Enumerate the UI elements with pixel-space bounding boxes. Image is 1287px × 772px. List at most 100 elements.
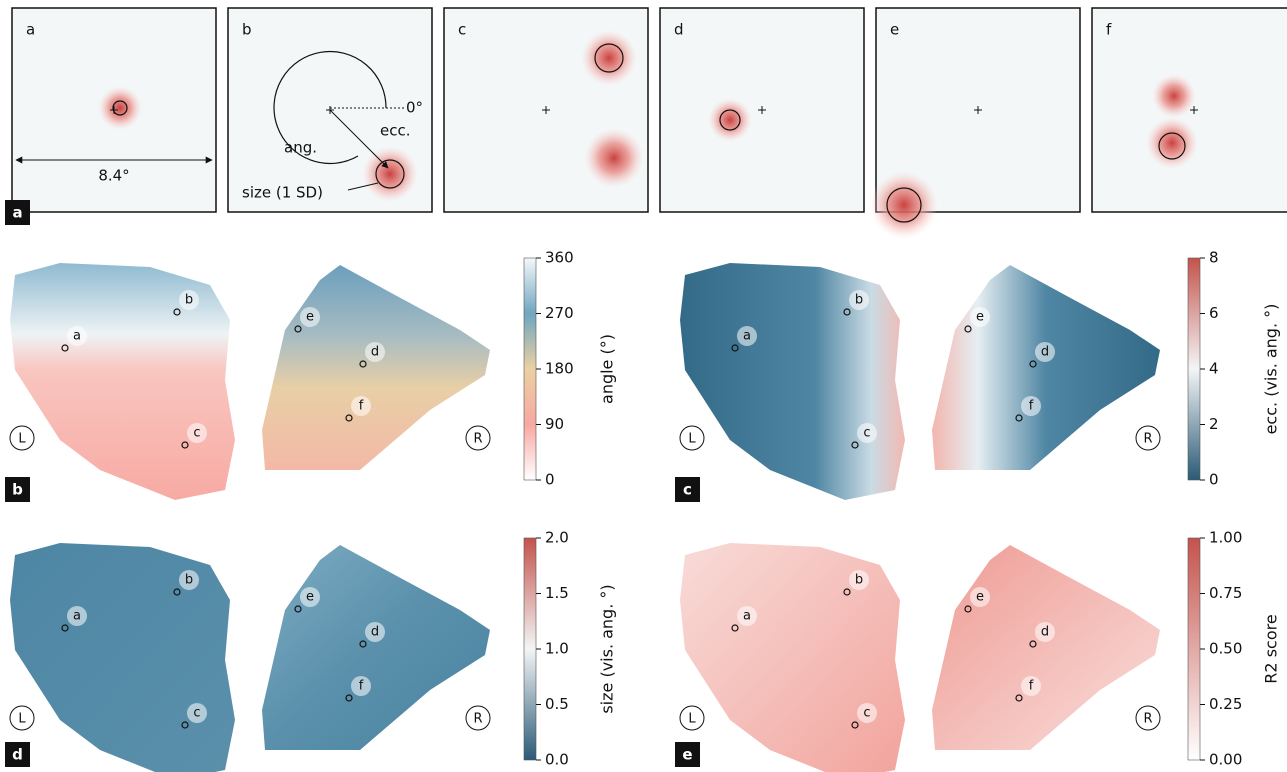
point-label: e xyxy=(976,310,984,325)
point-label: b xyxy=(185,293,193,308)
point-label: f xyxy=(359,399,364,414)
map-panel: a b c d e f L R 0 2 4 6 8 ecc. (vis. ang. °) xyxy=(680,249,1281,501)
panel-badge-label: b xyxy=(12,481,23,499)
rf-panel: f xyxy=(1092,8,1287,212)
colorbar-tick-label: 2 xyxy=(1209,415,1219,433)
left-hemisphere xyxy=(10,263,235,500)
colorbar-tick-label: 1.00 xyxy=(1209,529,1242,547)
hemisphere-label: R xyxy=(473,432,482,447)
colorbar-tick-label: 90 xyxy=(545,415,564,433)
point-label: d xyxy=(371,345,379,360)
colorbar xyxy=(524,258,536,480)
point-label: f xyxy=(1029,399,1034,414)
colorbar-label: angle (°) xyxy=(598,334,617,404)
figure: a 8.4° b 0° ecc. ang. size (1 SD) c d e f a a b c d e f L R… xyxy=(0,0,1287,772)
point-label: a xyxy=(73,329,81,344)
colorbar-tick-label: 180 xyxy=(545,360,574,378)
right-hemisphere xyxy=(932,545,1160,750)
colorbar-tick-label: 0.75 xyxy=(1209,584,1242,602)
rf-panel: b 0° ecc. ang. size (1 SD) xyxy=(228,8,432,212)
colorbar-tick-label: 0.00 xyxy=(1209,751,1242,769)
left-hemisphere xyxy=(680,543,905,772)
rf-panel-label: b xyxy=(242,21,252,39)
zero-label: 0° xyxy=(406,99,423,117)
point-label: f xyxy=(359,679,364,694)
rf-panel: e xyxy=(870,8,1080,239)
rf-blob xyxy=(1152,74,1196,118)
colorbar-label: ecc. (vis. ang. °) xyxy=(1262,304,1281,435)
point-label: d xyxy=(371,625,379,640)
point-label: a xyxy=(743,329,751,344)
rf-panel-label: d xyxy=(674,21,684,39)
colorbar xyxy=(524,538,536,760)
width-label: 8.4° xyxy=(98,167,129,185)
colorbar-tick-label: 1.0 xyxy=(545,640,569,658)
rf-panel-label: e xyxy=(890,21,899,39)
hemisphere-label: L xyxy=(18,712,26,727)
point-label: a xyxy=(743,609,751,624)
right-hemisphere xyxy=(262,545,490,750)
point-label: e xyxy=(976,590,984,605)
colorbar-tick-label: 8 xyxy=(1209,249,1219,267)
colorbar xyxy=(1188,258,1200,480)
point-label: d xyxy=(1041,625,1049,640)
colorbar-tick-label: 0 xyxy=(545,471,555,489)
panel-badge-label: e xyxy=(682,746,692,764)
panel-badge-label: d xyxy=(12,746,23,764)
size-label: size (1 SD) xyxy=(242,184,323,202)
rf-panel: c xyxy=(444,8,648,212)
rf-panel-label: a xyxy=(26,21,35,39)
colorbar-tick-label: 1.5 xyxy=(545,584,569,602)
rf-blob xyxy=(1146,117,1198,169)
map-panel: a b c d e f L R 0.0 0.5 1.0 1.5 2.0 size (vis. ang. °… xyxy=(10,529,617,772)
map-panel: a b c d e f L R 0.00 0.25 0.50 0.75 1.00 R2 score xyxy=(680,529,1281,772)
rf-blob xyxy=(98,86,142,130)
map-panel: abcdefLR090180270360angle (°) xyxy=(10,249,617,501)
point-label: e xyxy=(306,310,314,325)
colorbar-tick-label: 0.50 xyxy=(1209,640,1242,658)
hemisphere-label: L xyxy=(18,432,26,447)
panel-badge-label: c xyxy=(683,481,692,499)
point-label: a xyxy=(73,609,81,624)
colorbar-tick-label: 0.5 xyxy=(545,695,569,713)
colorbar xyxy=(1188,538,1200,760)
hemisphere-label: L xyxy=(688,712,696,727)
right-hemisphere xyxy=(262,265,490,470)
colorbar-tick-label: 360 xyxy=(545,249,574,267)
colorbar-tick-label: 2.0 xyxy=(545,529,569,547)
point-label: b xyxy=(185,573,193,588)
hemisphere-label: R xyxy=(1143,432,1152,447)
colorbar-tick-label: 6 xyxy=(1209,304,1219,322)
hemisphere-label: R xyxy=(1143,712,1152,727)
point-label: c xyxy=(193,426,200,441)
point-label: c xyxy=(863,706,870,721)
right-hemisphere xyxy=(932,265,1160,470)
point-label: d xyxy=(1041,345,1049,360)
rf-blob xyxy=(362,146,418,202)
ecc-label: ecc. xyxy=(380,122,411,140)
hemisphere-label: R xyxy=(473,712,482,727)
rf-blob xyxy=(708,98,752,142)
colorbar-tick-label: 0.0 xyxy=(545,751,569,769)
point-label: b xyxy=(855,573,863,588)
point-label: c xyxy=(193,706,200,721)
colorbar-label: R2 score xyxy=(1262,614,1281,683)
colorbar-label: size (vis. ang. °) xyxy=(598,584,617,713)
rf-panel-label: c xyxy=(458,21,466,39)
rf-blob xyxy=(581,30,637,86)
left-hemisphere xyxy=(10,543,235,772)
ang-label: ang. xyxy=(284,139,317,157)
hemisphere-label: L xyxy=(688,432,696,447)
point-label: e xyxy=(306,590,314,605)
point-label: b xyxy=(855,293,863,308)
rf-blob xyxy=(584,128,644,188)
rf-panel-label: f xyxy=(1106,21,1112,39)
colorbar-tick-label: 0.25 xyxy=(1209,695,1242,713)
rf-blob xyxy=(870,171,938,239)
left-hemisphere xyxy=(680,263,905,500)
rf-panel: a 8.4° xyxy=(12,8,216,212)
colorbar-tick-label: 4 xyxy=(1209,360,1219,378)
point-label: c xyxy=(863,426,870,441)
point-label: f xyxy=(1029,679,1034,694)
colorbar-tick-label: 0 xyxy=(1209,471,1219,489)
